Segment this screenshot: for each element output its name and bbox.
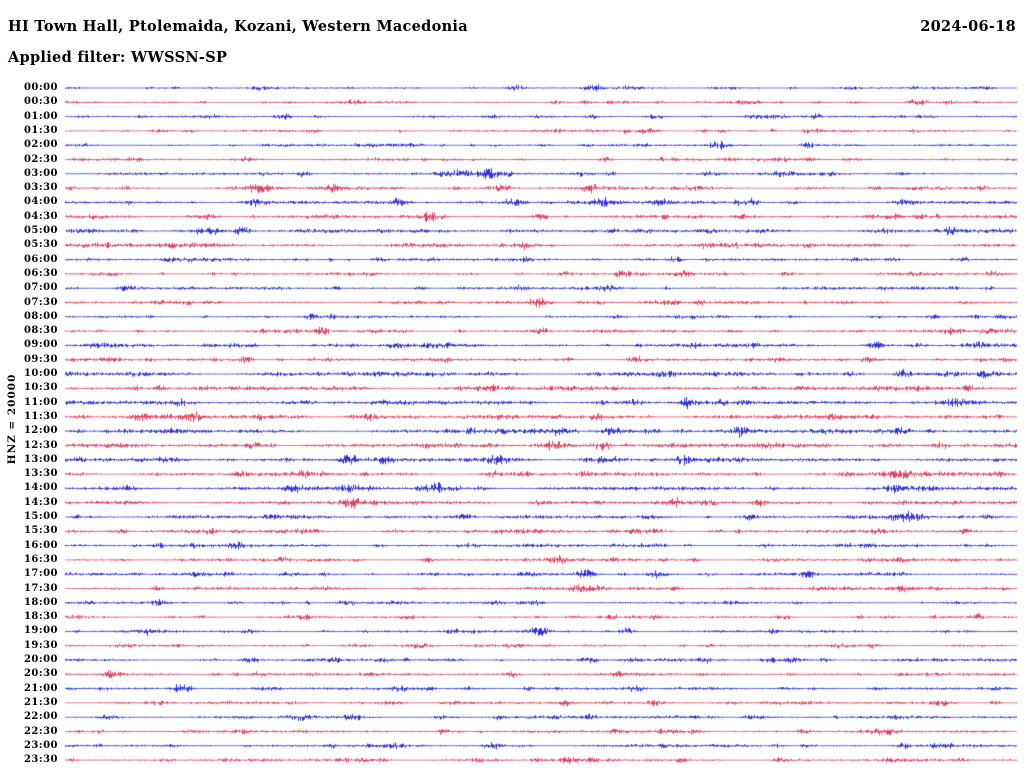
time-label: 22:00 (23, 711, 58, 723)
time-label: 23:00 (23, 739, 58, 751)
time-label: 10:30 (23, 382, 58, 394)
time-label: 04:30 (23, 210, 58, 222)
time-label: 21:30 (23, 696, 58, 708)
filter-label: Applied filter: WWSSN-SP (8, 49, 228, 66)
time-label: 03:30 (23, 182, 58, 194)
time-label: 01:00 (23, 110, 58, 122)
time-label: 06:00 (23, 253, 58, 265)
station-title: HI Town Hall, Ptolemaida, Kozani, Wester… (8, 18, 468, 35)
time-label: 08:00 (23, 310, 58, 322)
time-label: 11:00 (23, 396, 58, 408)
time-label: 00:00 (23, 82, 58, 93)
time-label: 09:00 (23, 339, 58, 351)
time-label: 07:30 (23, 296, 58, 308)
time-label: 00:30 (23, 96, 58, 108)
time-label: 19:00 (23, 625, 58, 637)
time-label: 17:30 (23, 582, 58, 594)
time-label: 19:30 (23, 639, 58, 651)
time-label: 05:30 (23, 239, 58, 251)
time-label: 11:30 (23, 410, 58, 422)
time-label: 18:30 (23, 611, 58, 623)
time-label: 23:30 (23, 754, 58, 766)
time-label: 06:30 (23, 267, 58, 279)
time-label: 18:00 (23, 596, 58, 608)
time-label: 13:00 (23, 453, 58, 465)
time-label: 02:00 (23, 139, 58, 151)
time-label: 14:00 (23, 482, 58, 494)
time-label: 07:00 (23, 282, 58, 294)
time-label: 12:00 (23, 425, 58, 437)
time-label: 14:30 (23, 496, 58, 508)
time-label: 17:00 (23, 568, 58, 580)
time-label: 16:30 (23, 553, 58, 565)
time-label: 08:30 (23, 325, 58, 337)
time-label: 13:30 (23, 468, 58, 480)
time-label: 15:00 (23, 511, 58, 522)
time-label: 09:30 (23, 353, 58, 365)
report-date: 2024-06-18 (920, 18, 1016, 35)
time-label: 22:30 (23, 725, 58, 737)
time-label: 01:30 (23, 124, 58, 136)
time-label: 12:30 (23, 439, 58, 451)
time-label: 20:00 (23, 654, 58, 665)
time-label: 04:00 (23, 196, 58, 208)
time-label: 21:00 (23, 682, 58, 694)
time-label: 20:30 (23, 668, 58, 680)
time-label: 10:00 (23, 368, 58, 379)
time-label: 16:00 (23, 539, 58, 551)
time-label: 05:00 (23, 225, 58, 236)
time-label: 02:30 (23, 153, 58, 165)
time-label: 03:00 (23, 167, 58, 179)
time-label: 15:30 (23, 525, 58, 537)
